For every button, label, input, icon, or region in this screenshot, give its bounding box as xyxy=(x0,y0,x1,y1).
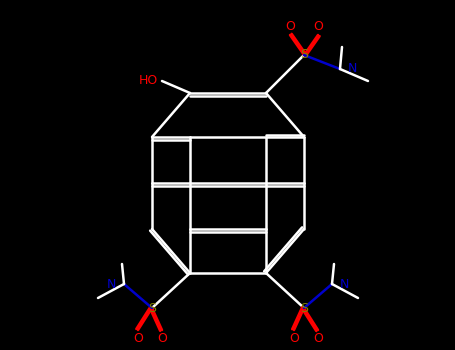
Text: N: N xyxy=(348,63,357,76)
Text: O: O xyxy=(285,21,295,34)
Text: O: O xyxy=(157,331,167,344)
Text: O: O xyxy=(289,331,299,344)
Text: S: S xyxy=(300,49,308,62)
Text: O: O xyxy=(313,21,323,34)
Text: O: O xyxy=(133,331,143,344)
Text: S: S xyxy=(148,301,156,315)
Text: HO: HO xyxy=(138,75,157,88)
Text: S: S xyxy=(300,301,308,315)
Text: O: O xyxy=(313,331,323,344)
Text: N: N xyxy=(106,278,116,290)
Text: N: N xyxy=(340,278,349,290)
